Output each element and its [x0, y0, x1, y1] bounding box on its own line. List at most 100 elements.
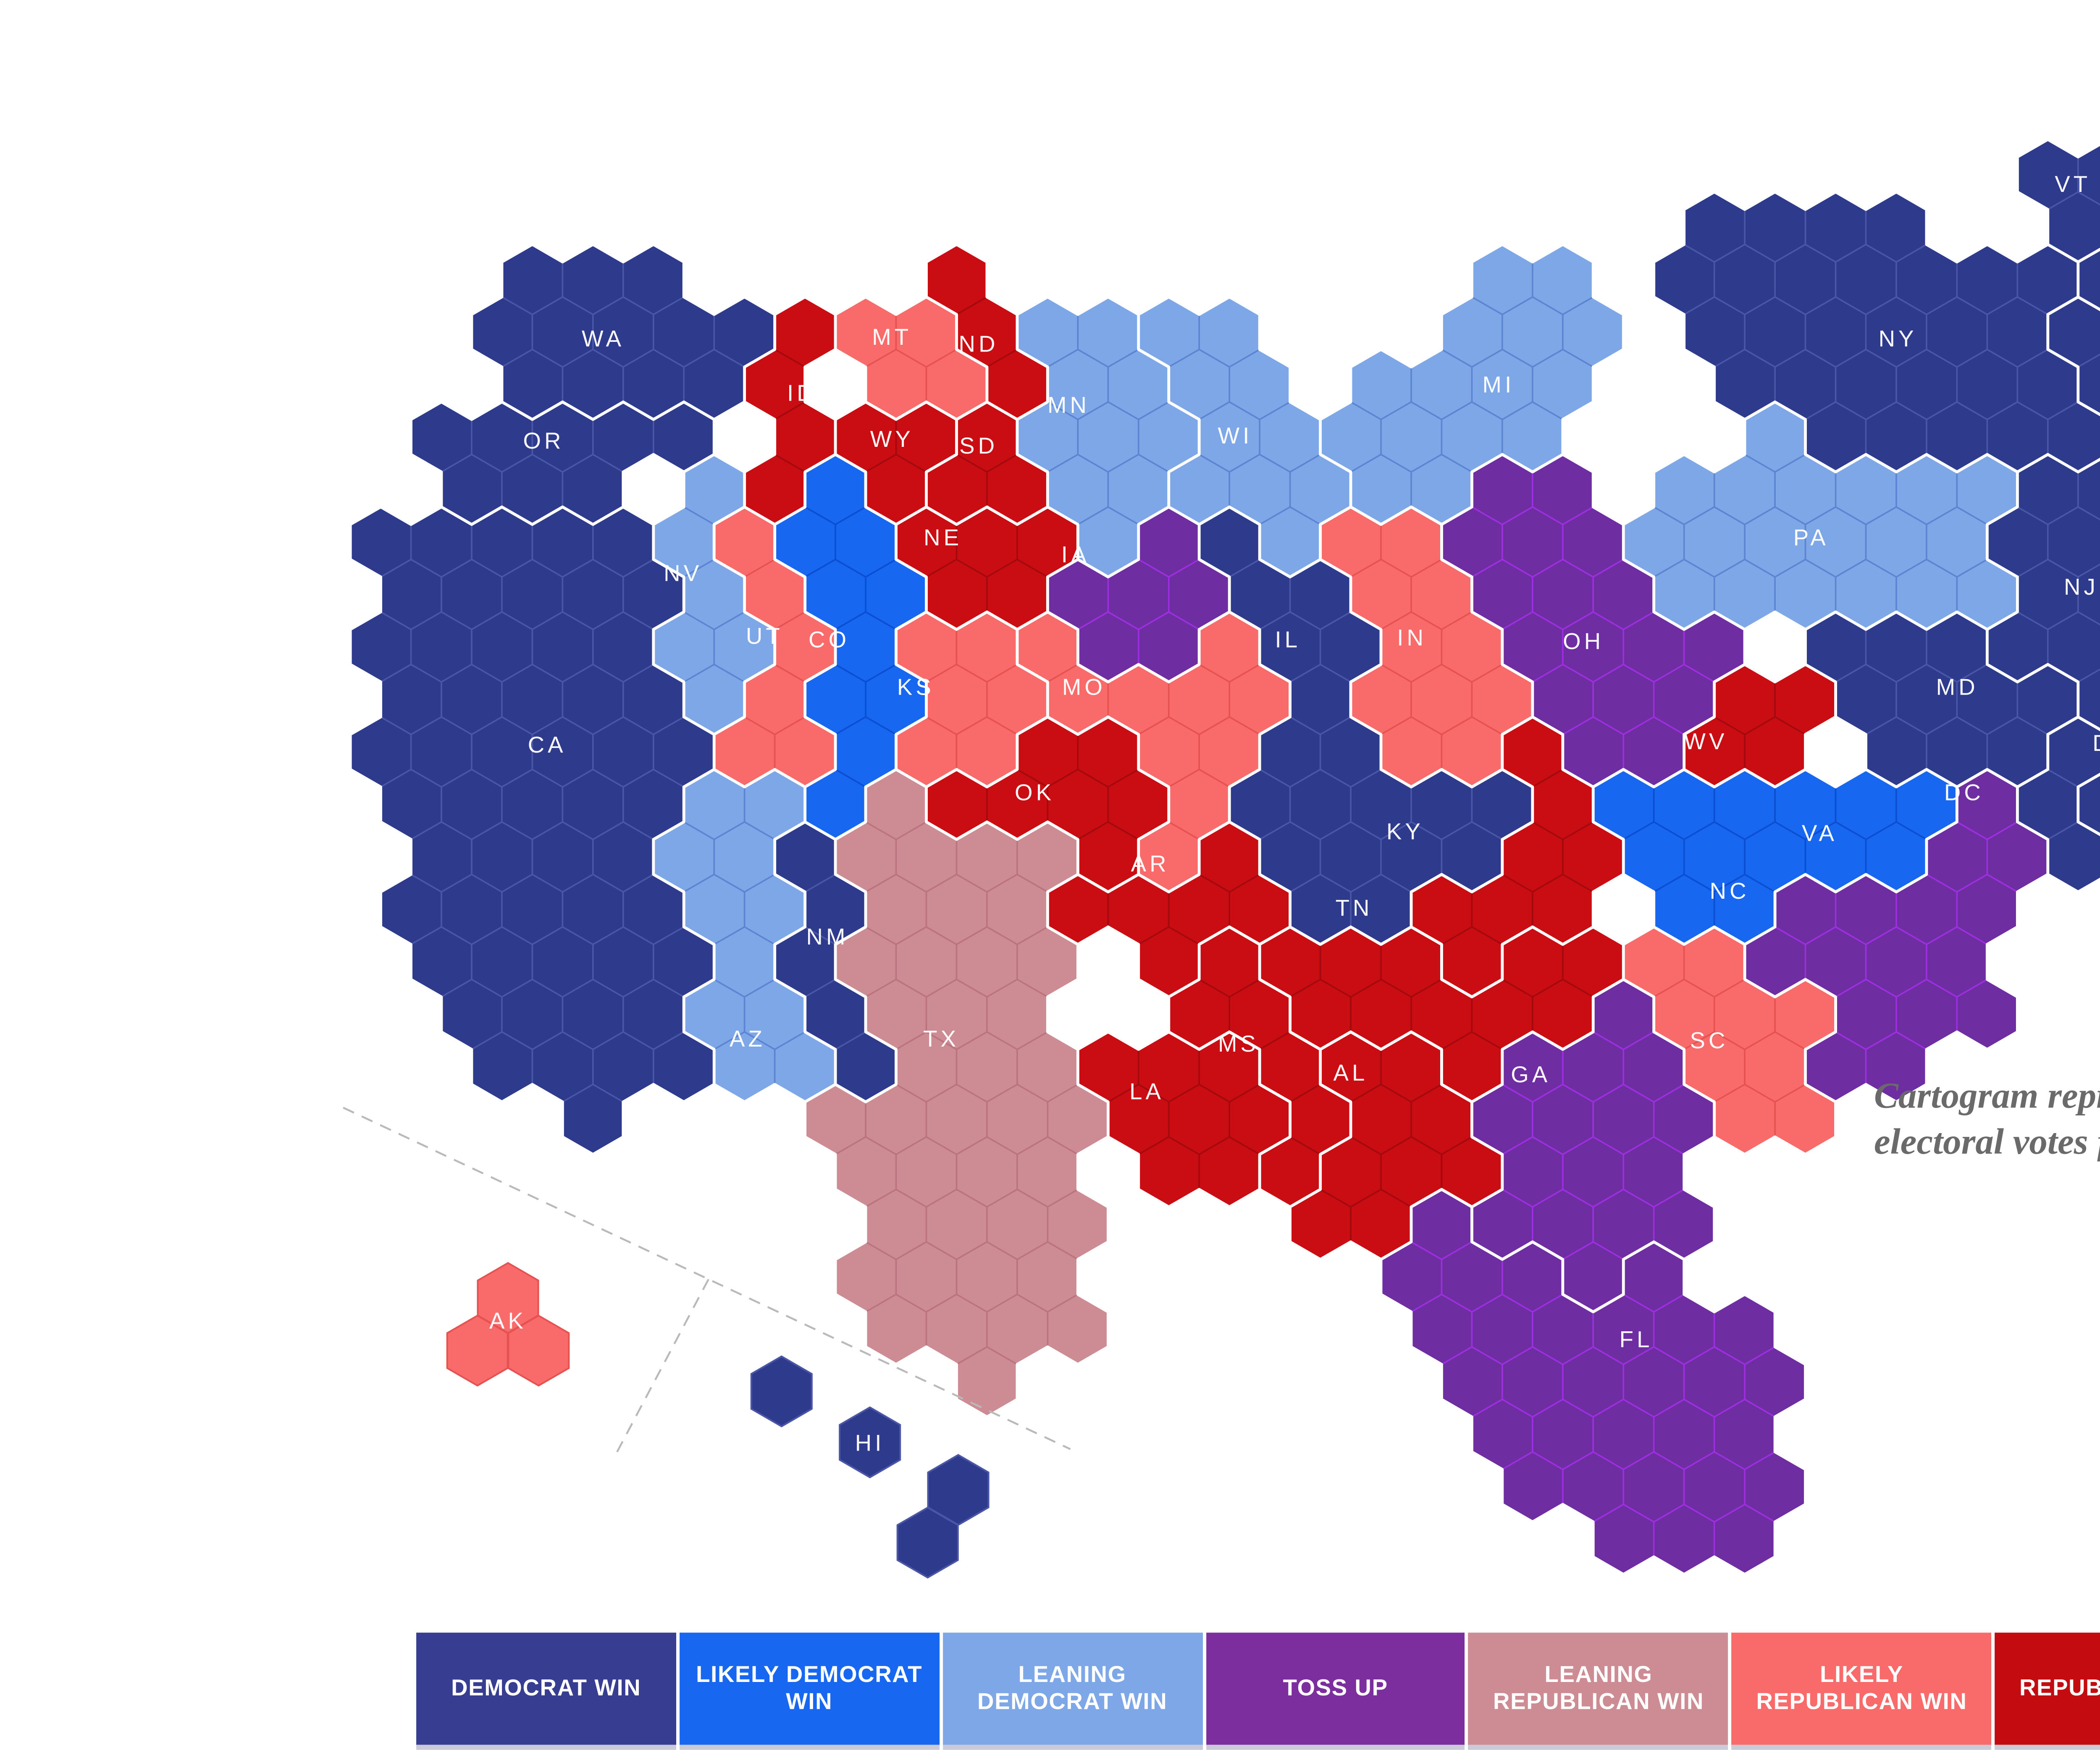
state-MN[interactable]: [1016, 296, 1200, 578]
state-SC[interactable]: [1622, 926, 1837, 1156]
legend-item-label: LEANING DEMOCRAT WIN: [977, 1661, 1168, 1714]
state-CT[interactable]: [2047, 296, 2100, 472]
legend-item-leaning-republican-win[interactable]: LEANING REPUBLICAN WIN: [1468, 1632, 1729, 1745]
state-AK[interactable]: [444, 1260, 572, 1389]
legend: DEMOCRAT WIN LIKELY DEMOCRAT WIN LEANING D…: [416, 1632, 2100, 1745]
state-VT[interactable]: [2016, 138, 2100, 263]
state-label-OR: OR: [523, 428, 564, 454]
state-inner-borders: [683, 506, 745, 683]
state-label-MS: MS: [1218, 1031, 1259, 1057]
state-IL[interactable]: [1198, 506, 1533, 946]
state-label-NE: NE: [924, 525, 962, 551]
state-inner-borders: [1502, 1031, 1685, 1260]
state-label-WV: WV: [1684, 729, 1727, 754]
state-inner-borders: [1289, 944, 1594, 1050]
state-inner-borders: [1623, 787, 1927, 927]
state-label-MD: MD: [1936, 674, 1979, 700]
state-label-MO: MO: [1062, 674, 1106, 700]
state-ID[interactable]: [743, 296, 837, 526]
state-inner-borders: [1047, 314, 1169, 525]
legend-item-republican-win[interactable]: REPUBLICAN WIN: [1995, 1632, 2100, 1745]
state-label-DE: DE: [2092, 730, 2100, 756]
state-inner-borders: [865, 314, 957, 402]
state-NE[interactable]: [895, 506, 1079, 631]
state-VA[interactable]: [1592, 768, 1958, 946]
state-label-SD: SD: [959, 433, 998, 459]
state-inner-borders: [1714, 682, 1806, 770]
state-NY[interactable]: [1653, 191, 2100, 473]
state-DC[interactable]: [2016, 716, 2100, 893]
state-label-TN: TN: [1336, 895, 1373, 921]
state-IN[interactable]: [1319, 506, 1533, 788]
state-label-IN: IN: [1397, 625, 1427, 651]
state-inner-borders: [1108, 1049, 1260, 1190]
hex: [750, 1355, 813, 1427]
state-label-WI: WI: [1218, 423, 1252, 449]
state-inner-borders: [835, 821, 1079, 1365]
state-KS[interactable]: [895, 611, 1049, 788]
state-label-PA: PA: [1793, 525, 1829, 551]
state-WI[interactable]: [1137, 296, 1352, 578]
state-inner-borders: [501, 262, 745, 402]
state-OR[interactable]: [410, 401, 715, 526]
state-WV[interactable]: [1683, 663, 1837, 788]
state-labels: WA OR ID MT ND WY SD NV UT CO NE KS AZ NM CA OK TX MN IA MO…: [489, 171, 2100, 1456]
state-MI[interactable]: [1319, 243, 1625, 526]
state-OH[interactable]: [1441, 453, 1746, 788]
state-IA[interactable]: [1047, 506, 1231, 683]
state-inner-borders: [683, 787, 806, 1085]
state-inner-borders: [1350, 524, 1503, 770]
legend-item-label: LIKELY REPUBLICAN WIN: [1756, 1661, 1967, 1714]
state-MD[interactable]: [1804, 611, 2079, 788]
legend-item-toss-up[interactable]: TOSS UP: [1205, 1632, 1465, 1745]
state-MO[interactable]: [1016, 611, 1291, 893]
state-WY[interactable]: [835, 401, 958, 526]
state-label-NY: NY: [1879, 326, 1917, 352]
state-CA[interactable]: [349, 506, 715, 1156]
state-label-SC: SC: [1690, 1028, 1729, 1053]
state-AR[interactable]: [1047, 821, 1291, 998]
state-AL[interactable]: [1289, 1031, 1503, 1261]
state-inner-borders: [2017, 472, 2100, 683]
state-label-AR: AR: [1131, 851, 1170, 876]
state-NM[interactable]: [774, 821, 897, 1103]
state-MS[interactable]: [1168, 926, 1352, 1208]
inset-divider: [343, 1107, 1071, 1450]
state-label-KS: KS: [897, 674, 934, 700]
annotation-line-1: Cartogram represents total: [1874, 1075, 2100, 1116]
state-inner-borders: [1471, 472, 1715, 770]
state-TN[interactable]: [1259, 926, 1625, 1103]
state-HI[interactable]: [748, 1353, 992, 1581]
state-SD[interactable]: [925, 401, 1049, 526]
state-inner-borders: [1199, 979, 1321, 1155]
state-label-ND: ND: [959, 331, 999, 357]
legend-item-likely-republican-win[interactable]: LIKELY REPUBLICAN WIN: [1732, 1632, 1992, 1745]
state-label-IA: IA: [1061, 542, 1090, 567]
legend-item-likely-democrat-win[interactable]: LIKELY DEMOCRAT WIN: [679, 1632, 939, 1745]
state-inner-borders: [1653, 944, 1806, 1137]
inset-divider: [616, 1279, 709, 1453]
state-label-IL: IL: [1275, 627, 1301, 652]
state-GA[interactable]: [1471, 978, 1715, 1313]
state-label-MN: MN: [1047, 392, 1090, 418]
state-KY[interactable]: [1410, 716, 1625, 998]
state-inner-borders: [1047, 664, 1260, 840]
legend-item-label: LIKELY DEMOCRAT WIN: [696, 1661, 923, 1714]
legend-item-leaning-democrat-win[interactable]: LEANING DEMOCRAT WIN: [942, 1632, 1202, 1745]
state-inner-borders: [774, 349, 806, 473]
state-label-NC: NC: [1710, 878, 1750, 904]
hex: [896, 1506, 959, 1579]
state-label-DC: DC: [1944, 779, 1984, 805]
state-CO[interactable]: [774, 453, 927, 841]
state-NC[interactable]: [1744, 768, 2049, 1103]
hex: [507, 1314, 570, 1387]
state-label-MT: MT: [872, 324, 912, 350]
state-label-TX: TX: [923, 1026, 959, 1052]
state-label-GA: GA: [1511, 1062, 1551, 1087]
state-label-NM: NM: [806, 924, 849, 950]
state-inner-borders: [1107, 874, 1260, 945]
state-PA[interactable]: [1622, 401, 2019, 631]
legend-item-democrat-win[interactable]: DEMOCRAT WIN: [416, 1632, 676, 1745]
state-TX[interactable]: [804, 768, 1109, 1418]
state-AZ[interactable]: [652, 768, 837, 1103]
